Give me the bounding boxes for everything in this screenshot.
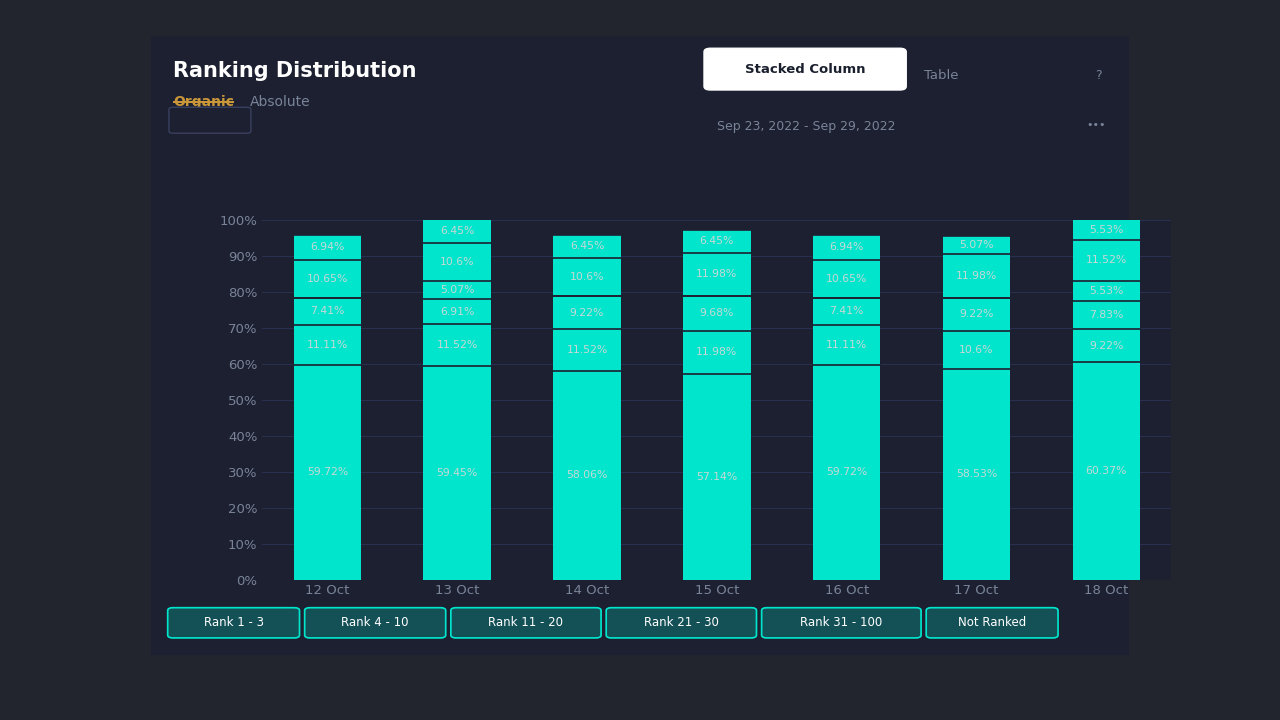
Text: 7.83%: 7.83% (1089, 310, 1124, 320)
Text: Rank 11 - 20: Rank 11 - 20 (489, 616, 563, 629)
Text: 58.06%: 58.06% (566, 470, 608, 480)
Bar (293, 364, 361, 580)
Text: 10.65%: 10.65% (307, 274, 348, 284)
Text: 59.72%: 59.72% (826, 467, 868, 477)
Text: 10.6%: 10.6% (959, 345, 993, 355)
Bar (293, 235, 361, 260)
Text: 6.94%: 6.94% (310, 242, 344, 252)
Text: 59.45%: 59.45% (436, 467, 477, 477)
Bar (813, 364, 881, 580)
Text: 7.41%: 7.41% (829, 306, 864, 316)
Text: 10.6%: 10.6% (570, 272, 604, 282)
Text: 5.07%: 5.07% (959, 240, 993, 251)
Text: Rank 21 - 30: Rank 21 - 30 (644, 616, 719, 629)
Text: 6.94%: 6.94% (829, 242, 864, 252)
Text: 6.91%: 6.91% (440, 307, 475, 317)
Text: 11.98%: 11.98% (696, 347, 737, 357)
Text: •••: ••• (1085, 120, 1106, 130)
Text: 5.53%: 5.53% (1089, 286, 1124, 296)
Text: Rank 31 - 100: Rank 31 - 100 (800, 616, 882, 629)
Bar (424, 366, 492, 580)
Text: 6.45%: 6.45% (570, 241, 604, 251)
Bar (553, 371, 621, 580)
Text: 10.65%: 10.65% (826, 274, 868, 284)
Bar (424, 281, 492, 300)
Bar (942, 254, 1010, 297)
Text: 11.52%: 11.52% (436, 340, 477, 350)
Bar (684, 374, 750, 580)
Bar (424, 220, 492, 243)
Text: Table: Table (924, 69, 959, 82)
Text: Stacked Column: Stacked Column (745, 63, 865, 76)
Text: 7.41%: 7.41% (310, 306, 344, 316)
Text: 11.98%: 11.98% (696, 269, 737, 279)
Text: ▾: ▾ (241, 120, 246, 130)
Bar (813, 325, 881, 364)
Bar (424, 300, 492, 324)
Bar (553, 329, 621, 371)
Bar (942, 297, 1010, 330)
Text: Daily: Daily (198, 120, 230, 133)
Text: 5.07%: 5.07% (440, 285, 475, 295)
Text: 5.53%: 5.53% (1089, 225, 1124, 235)
Bar (293, 260, 361, 298)
Text: 58.53%: 58.53% (956, 469, 997, 480)
Text: 10.6%: 10.6% (440, 257, 475, 267)
Bar (684, 230, 750, 253)
Bar (813, 235, 881, 260)
Bar (1073, 329, 1140, 362)
Text: 11.52%: 11.52% (566, 345, 608, 355)
Bar (684, 253, 750, 296)
Bar (553, 235, 621, 258)
Text: 9.22%: 9.22% (1089, 341, 1124, 351)
Text: 59.72%: 59.72% (307, 467, 348, 477)
Bar (553, 296, 621, 329)
Bar (293, 325, 361, 364)
Text: 9.22%: 9.22% (959, 309, 993, 319)
Text: 6.45%: 6.45% (440, 226, 475, 236)
Text: 11.98%: 11.98% (956, 271, 997, 281)
Text: 57.14%: 57.14% (696, 472, 737, 482)
Text: 9.68%: 9.68% (700, 308, 733, 318)
Text: Ranking Distribution: Ranking Distribution (173, 61, 416, 81)
Text: 60.37%: 60.37% (1085, 466, 1126, 476)
Text: 9.22%: 9.22% (570, 307, 604, 318)
Bar (424, 324, 492, 366)
Text: Rank 1 - 3: Rank 1 - 3 (204, 616, 264, 629)
Bar (1073, 281, 1140, 301)
Text: 11.52%: 11.52% (1085, 256, 1126, 265)
Text: ?: ? (1094, 69, 1102, 82)
Text: 6.45%: 6.45% (700, 236, 733, 246)
Bar (942, 330, 1010, 369)
Text: Absolute: Absolute (250, 95, 310, 109)
Bar (942, 236, 1010, 254)
Text: Not Ranked: Not Ranked (957, 616, 1027, 629)
Bar (1073, 362, 1140, 580)
Text: Rank 4 - 10: Rank 4 - 10 (342, 616, 408, 629)
Bar (684, 330, 750, 374)
Text: Organic: Organic (173, 95, 234, 109)
Bar (1073, 240, 1140, 281)
Bar (293, 298, 361, 325)
Bar (1073, 220, 1140, 240)
Bar (1073, 301, 1140, 329)
Bar (813, 260, 881, 298)
Text: 11.11%: 11.11% (826, 340, 868, 350)
Text: 11.11%: 11.11% (307, 340, 348, 350)
Bar (813, 298, 881, 325)
Bar (424, 243, 492, 281)
Bar (942, 369, 1010, 580)
Text: Sep 23, 2022 - Sep 29, 2022: Sep 23, 2022 - Sep 29, 2022 (717, 120, 896, 133)
Bar (684, 296, 750, 330)
Bar (553, 258, 621, 296)
